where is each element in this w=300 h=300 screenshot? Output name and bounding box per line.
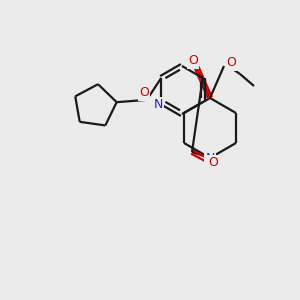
- Text: O: O: [226, 56, 236, 70]
- Text: O: O: [139, 86, 149, 100]
- Text: O: O: [208, 155, 218, 169]
- Text: N: N: [154, 98, 163, 110]
- Text: O: O: [188, 55, 198, 68]
- Text: N: N: [205, 152, 215, 164]
